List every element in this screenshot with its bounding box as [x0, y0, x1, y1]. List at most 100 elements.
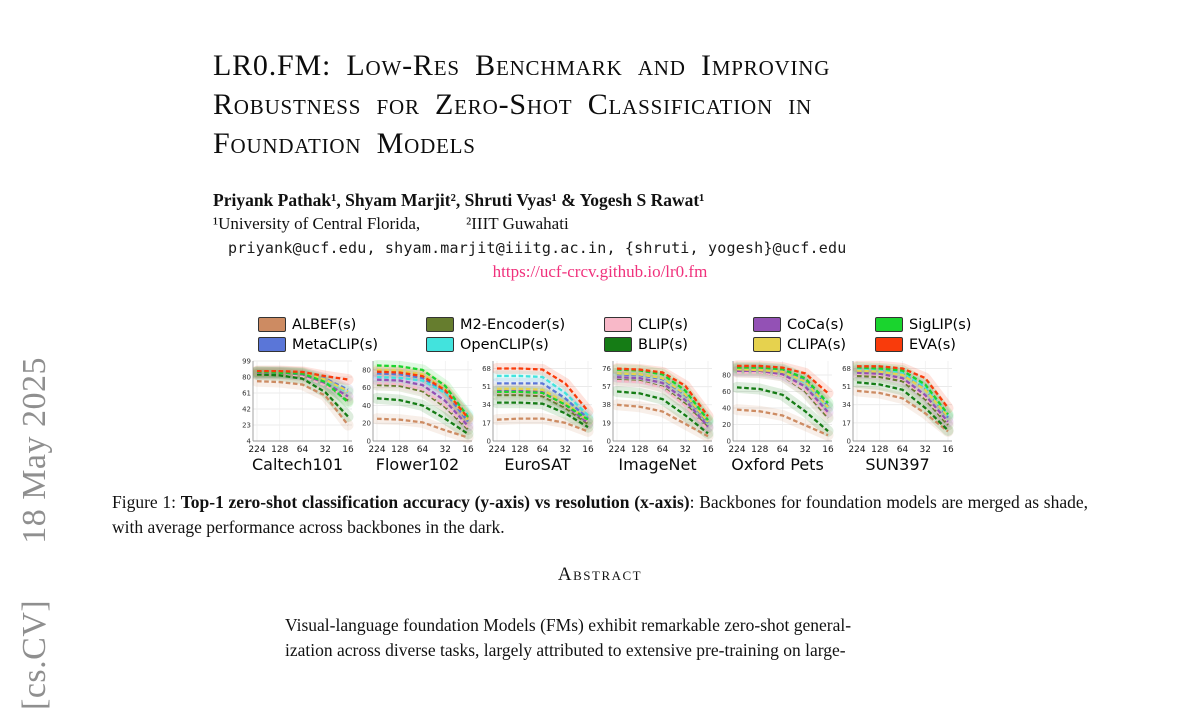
svg-text:32: 32: [440, 445, 451, 455]
line-CLIPA(s): [616, 372, 709, 423]
figure-1: ALBEF(s) MetaCLIP(s) M2-Encoder(s) OpenCLIP…: [238, 316, 971, 475]
line-SigLIP(s): [497, 390, 589, 421]
svg-text:34: 34: [842, 401, 851, 409]
svg-text:64: 64: [297, 445, 309, 455]
legend-item-CLIP(s): CLIP(s): [604, 316, 753, 333]
svg-text:16: 16: [702, 445, 714, 455]
affiliations-line: ¹University of Central Florida, ²IIIT Guw…: [213, 213, 1200, 235]
svg-text:42: 42: [242, 405, 251, 413]
svg-text:40: 40: [722, 404, 731, 412]
line-CLIPA(s): [376, 368, 469, 421]
svg-text:20: 20: [362, 420, 371, 428]
svg-text:224: 224: [728, 445, 745, 455]
line-MetaCLIP(s): [497, 382, 589, 420]
legend-item-OpenCLIP(s): OpenCLIP(s): [426, 336, 604, 353]
paper-title: LR0.FM: Low-Res Benchmark and Improving …: [213, 46, 1023, 163]
line-BLIP(s): [736, 386, 829, 432]
project-url-link[interactable]: https://ucf-crcv.github.io/lr0.fm: [492, 262, 708, 281]
title-line-3: Foundation Models: [213, 127, 476, 160]
figure-charts-row: 4 23 42 61 80 99 224 128 64 32 16 Caltech101 0 20 40 60…: [238, 357, 968, 474]
svg-text:4: 4: [247, 437, 252, 445]
line-EVA(s): [737, 364, 829, 395]
legend-item-CoCa(s): CoCa(s): [753, 316, 875, 333]
svg-text:23: 23: [242, 421, 251, 429]
svg-text:64: 64: [537, 445, 549, 455]
legend-label: M2-Encoder(s): [460, 316, 566, 333]
chart-plot-Oxford Pets: 0 20 40 60 80 224 128 64 32 16: [722, 360, 834, 455]
svg-text:64: 64: [417, 445, 429, 455]
legend-item-ALBEF(s): ALBEF(s): [258, 316, 426, 333]
line-CLIP(s): [376, 382, 469, 429]
caption-rest: : Backbones for foundation models are me…: [112, 492, 1088, 537]
authors-line: Priyank Pathak¹, Shyam Marjit², Shruti V…: [213, 190, 705, 210]
svg-text:0: 0: [727, 437, 731, 445]
dataset-label-ImageNet: ImageNet: [618, 455, 697, 474]
chart-EuroSAT: 0 17 34 51 68 224 128 64 32 16 EuroSAT: [478, 357, 597, 474]
line-OpenCLIP(s): [497, 374, 589, 417]
chart-plot-ImageNet: 0 19 38 57 76 224 128 64 32 16: [602, 361, 714, 455]
svg-text:128: 128: [631, 445, 648, 455]
legend-label: CLIPA(s): [787, 336, 847, 353]
project-url-row: https://ucf-crcv.github.io/lr0.fm: [0, 262, 1200, 282]
legend-swatch-icon: [875, 317, 903, 332]
svg-text:60: 60: [722, 388, 731, 396]
svg-text:57: 57: [602, 383, 611, 391]
line-OpenCLIP(s): [376, 375, 469, 416]
legend-label: ALBEF(s): [292, 316, 357, 333]
chart-Caltech101: 4 23 42 61 80 99 224 128 64 32 16 Caltech101: [238, 357, 357, 474]
title-line-2: Robustness for Zero-Shot Classification …: [213, 88, 812, 121]
caption-prefix: Figure 1:: [112, 492, 181, 512]
line-BLIP(s): [256, 373, 349, 418]
legend-swatch-icon: [258, 337, 286, 352]
line-SigLIP(s): [737, 366, 829, 404]
affiliation-iiit: ²IIIT Guwahati: [466, 214, 569, 233]
line-SigLIP(s): [856, 366, 949, 416]
line-CLIPA(s): [736, 368, 829, 408]
svg-text:68: 68: [482, 365, 491, 373]
legend-item-CLIPA(s): CLIPA(s): [753, 336, 875, 353]
abstract-text: Visual-language foundation Models (FMs) …: [285, 613, 927, 663]
dataset-label-Caltech101: Caltech101: [251, 455, 343, 474]
svg-text:34: 34: [482, 401, 491, 409]
legend-item-BLIP(s): BLIP(s): [604, 336, 753, 353]
legend-swatch-icon: [875, 337, 903, 352]
chart-plot-EuroSAT: 0 17 34 51 68 224 128 64 32 16: [482, 361, 594, 455]
dataset-label-SUN397: SUN397: [865, 455, 930, 474]
svg-text:60: 60: [362, 384, 371, 392]
line-BLIP(s): [497, 401, 589, 429]
line-ALBEF(s): [256, 380, 349, 426]
line-EVA(s): [616, 367, 709, 417]
line-CLIPA(s): [856, 369, 949, 418]
chart-Flower102: 0 20 40 60 80 224 128 64 32 16 Flower102: [358, 357, 477, 474]
line-EVA(s): [376, 370, 469, 419]
abstract-line-2: ization across diverse tasks, largely at…: [285, 640, 846, 660]
svg-text:51: 51: [482, 383, 491, 391]
line-OpenCLIP(s): [857, 368, 949, 417]
chart-ImageNet: 0 19 38 57 76 224 128 64 32 16 ImageNet: [598, 357, 717, 474]
line-CoCa(s): [616, 376, 709, 428]
line-CLIP(s): [737, 371, 829, 417]
svg-text:16: 16: [342, 445, 354, 455]
svg-text:80: 80: [362, 366, 371, 374]
line-SigLIP(s): [376, 364, 469, 418]
legend-swatch-icon: [426, 317, 454, 332]
arxiv-date: 18 May 2025: [16, 356, 53, 544]
svg-text:19: 19: [602, 419, 611, 427]
legend-item-SigLIP(s): SigLIP(s): [875, 316, 1005, 333]
line-M2-Encoder(s): [497, 393, 589, 425]
legend-swatch-icon: [753, 317, 781, 332]
line-ALBEF(s): [856, 389, 949, 433]
chart-SUN397: 0 17 34 51 68 224 128 64 32 16 SUN397: [838, 357, 957, 474]
legend-swatch-icon: [753, 337, 781, 352]
legend-label: EVA(s): [909, 336, 956, 353]
svg-text:64: 64: [657, 445, 669, 455]
svg-text:128: 128: [511, 445, 528, 455]
svg-text:224: 224: [248, 445, 265, 455]
svg-text:128: 128: [751, 445, 768, 455]
line-M2-Encoder(s): [376, 383, 469, 431]
svg-text:32: 32: [920, 445, 931, 455]
svg-text:64: 64: [897, 445, 909, 455]
svg-text:128: 128: [871, 445, 888, 455]
legend-swatch-icon: [604, 337, 632, 352]
line-EVA(s): [857, 365, 949, 409]
